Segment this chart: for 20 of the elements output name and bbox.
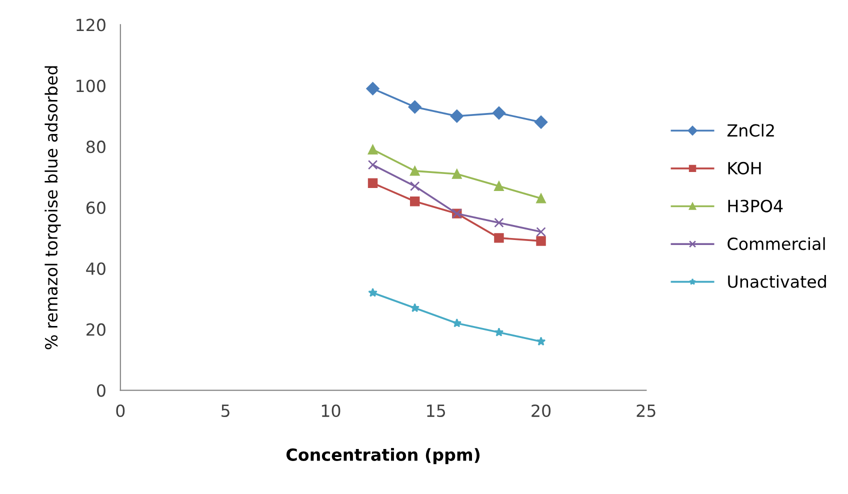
y-tick-label: 80: [86, 140, 106, 154]
x-tick-label: 25: [636, 404, 656, 418]
y-tick-label: 120: [76, 18, 106, 32]
y-tick-label: 60: [86, 201, 106, 214]
x-tick-label: 15: [427, 404, 446, 418]
x-tick-label: 10: [322, 404, 340, 418]
legend-label: Unactivated: [728, 275, 826, 288]
legend-label: H3PO4: [728, 200, 783, 212]
legend-label: KOH: [728, 162, 761, 175]
x-tick-label: 5: [222, 404, 230, 418]
legend-label: ZnCl2: [727, 124, 774, 137]
y-tick-label: 0: [97, 384, 106, 397]
y-axis-title: % remazol torqoise blue adsorbed: [44, 66, 61, 350]
y-tick-label: 100: [76, 80, 106, 92]
legend-label: Commercial: [728, 237, 825, 250]
x-axis-title: Concentration (ppm): [286, 448, 480, 464]
y-tick-label: 20: [86, 323, 106, 336]
x-tick-label: 20: [532, 404, 551, 418]
y-tick-label: 40: [86, 262, 106, 275]
x-tick-label: 0: [116, 404, 125, 418]
